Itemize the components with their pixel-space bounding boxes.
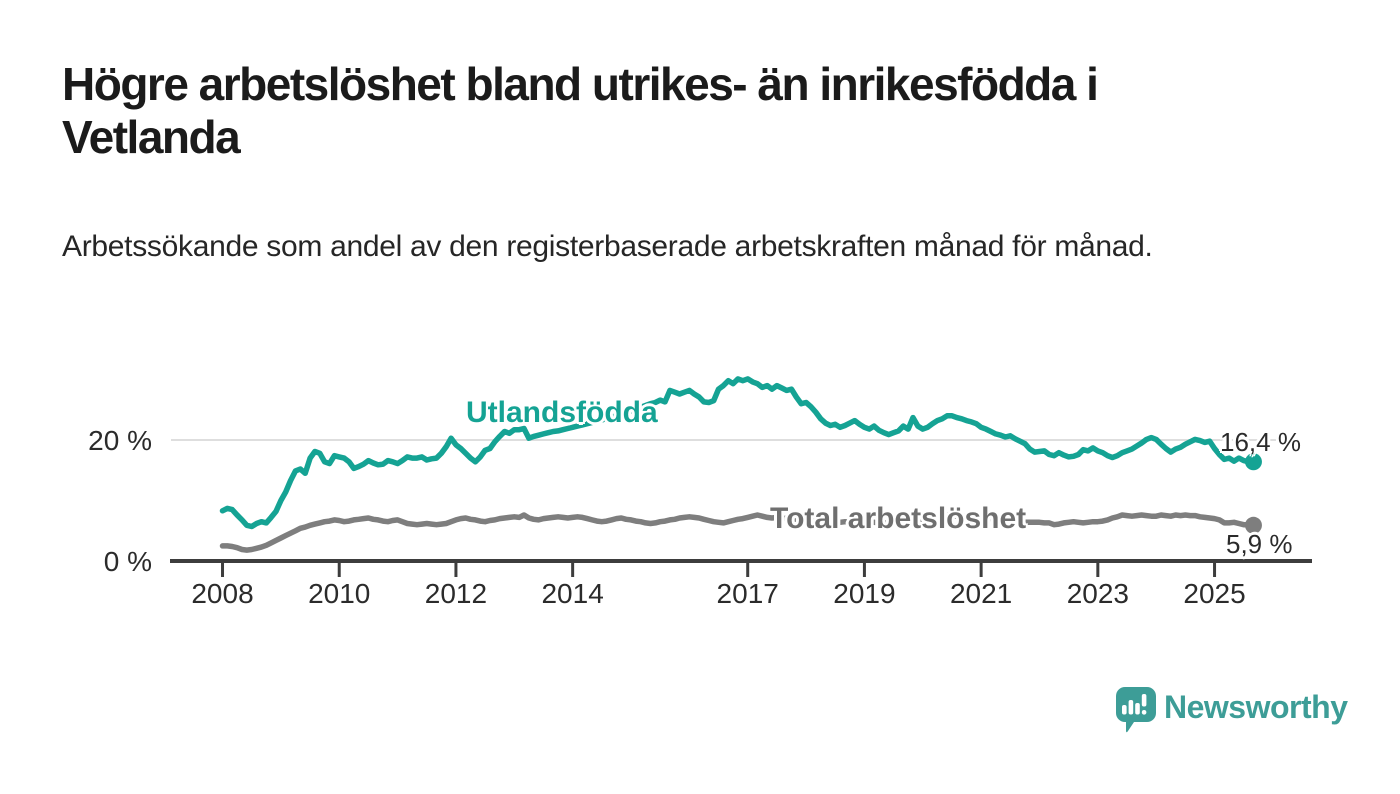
x-tick-label-2017: 2017	[717, 578, 779, 609]
end-value-label-utlandsfodda: 16,4 %	[1220, 427, 1301, 457]
x-tick-label-2010: 2010	[308, 578, 370, 609]
x-tick-label-2012: 2012	[425, 578, 487, 609]
brand-name: Newsworthy	[1164, 689, 1348, 725]
x-tick-label-2014: 2014	[541, 578, 603, 609]
y-tick-label-20: 20 %	[88, 425, 152, 456]
series-label-utlandsfodda: Utlandsfödda	[466, 396, 658, 429]
x-tick-label-2025: 2025	[1183, 578, 1245, 609]
chart-title: Högre arbetslöshet bland utrikes- än inr…	[62, 58, 1099, 164]
x-tick-label-2021: 2021	[950, 578, 1012, 609]
series-line-utlandsfodda	[219, 376, 1257, 530]
x-tick-label-2023: 2023	[1067, 578, 1129, 609]
chart-subtitle: Arbetssökande som andel av den registerb…	[62, 230, 1153, 263]
x-tick-label-2008: 2008	[191, 578, 253, 609]
series-label-total: Total arbetslöshet	[770, 502, 1027, 535]
series-line-total	[219, 512, 1257, 553]
series-end-dot-total	[1244, 516, 1262, 534]
x-tick-label-2019: 2019	[833, 578, 895, 609]
series-end-dot-utlandsfodda	[1244, 453, 1262, 471]
newsworthy-logo-icon	[1116, 687, 1156, 733]
logo-chart-bars-icon	[1122, 694, 1147, 715]
y-tick-label-0: 0 %	[104, 546, 152, 577]
end-value-label-total: 5,9 %	[1226, 529, 1293, 559]
